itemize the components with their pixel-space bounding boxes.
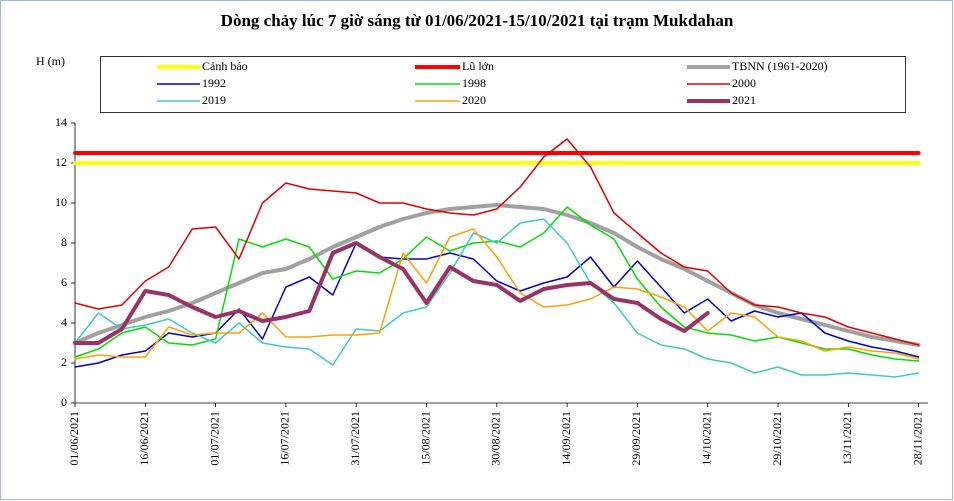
legend-label: 2019	[202, 93, 226, 107]
x-tick-label: 13/11/2021	[840, 411, 854, 465]
x-tick-label: 15/08/2021	[418, 411, 432, 466]
series-line	[74, 228, 920, 360]
x-tick-label: 31/07/2021	[348, 411, 362, 466]
x-tick-label: 14/10/2021	[699, 411, 713, 466]
y-tick-label: 0	[61, 395, 67, 409]
y-tick-label: 12	[55, 155, 67, 169]
chart-title: Dòng chảy lúc 7 giờ sáng từ 01/06/2021-1…	[221, 11, 734, 30]
x-tick-label: 30/08/2021	[489, 411, 503, 466]
y-tick-label: 8	[61, 235, 67, 249]
series-line	[73, 241, 710, 345]
legend-label: TBNN (1961-2020)	[732, 59, 828, 73]
legend-label: 2000	[732, 76, 756, 90]
y-tick-label: 6	[61, 275, 67, 289]
legend-label: 1998	[462, 76, 486, 90]
x-tick-label: 29/09/2021	[629, 411, 643, 466]
x-tick-label: 16/07/2021	[278, 411, 292, 466]
y-axis-label: H (m)	[36, 54, 65, 68]
series-line	[74, 138, 920, 346]
y-tick-label: 14	[55, 115, 67, 129]
series-line	[74, 218, 920, 378]
x-tick-label: 28/11/2021	[910, 411, 924, 465]
legend-box	[100, 56, 906, 113]
x-tick-label: 29/10/2021	[770, 411, 784, 466]
legend-label: Lũ lớn	[462, 59, 494, 73]
x-tick-label: 01/06/2021	[67, 411, 81, 466]
y-tick-label: 2	[61, 355, 67, 369]
x-tick-label: 16/06/2021	[137, 411, 151, 466]
y-tick-label: 10	[55, 195, 67, 209]
y-tick-label: 4	[61, 315, 67, 329]
legend-label: 1992	[202, 76, 226, 90]
legend-label: 2020	[462, 93, 486, 107]
x-tick-label: 01/07/2021	[207, 411, 221, 466]
legend-label: 2021	[732, 93, 756, 107]
legend-label: Cảnh báo	[202, 59, 248, 73]
x-tick-label: 14/09/2021	[559, 411, 573, 466]
series-line	[73, 203, 921, 347]
